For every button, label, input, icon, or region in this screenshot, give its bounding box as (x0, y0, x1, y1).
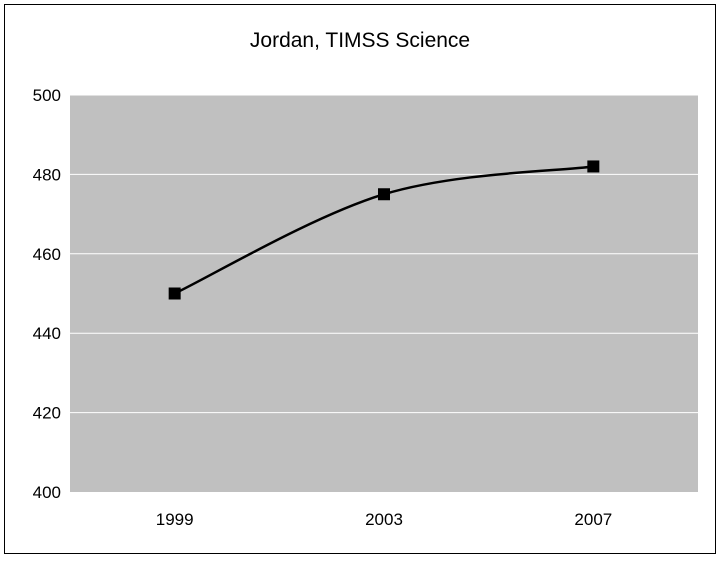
series-group (168, 160, 600, 300)
plot-area (70, 95, 698, 492)
y-tick-label: 420 (33, 404, 61, 423)
y-tick-label: 500 (33, 86, 61, 105)
data-point-marker (168, 287, 181, 300)
x-tick-label: 2007 (574, 510, 612, 529)
y-tick-label: 400 (33, 483, 61, 502)
y-tick-label: 480 (33, 165, 61, 184)
y-tick-label: 460 (33, 245, 61, 264)
y-axis: 400 420 440 460 480 500 (33, 86, 61, 502)
x-tick-label: 1999 (156, 510, 194, 529)
chart-title: Jordan, TIMSS Science (250, 29, 470, 52)
data-point-marker (378, 188, 390, 201)
y-tick-label: 440 (33, 324, 61, 343)
x-axis: 1999 2003 2007 (156, 510, 612, 529)
data-point-marker (587, 160, 600, 173)
x-tick-label: 2003 (365, 510, 403, 529)
gridlines (70, 94, 698, 414)
